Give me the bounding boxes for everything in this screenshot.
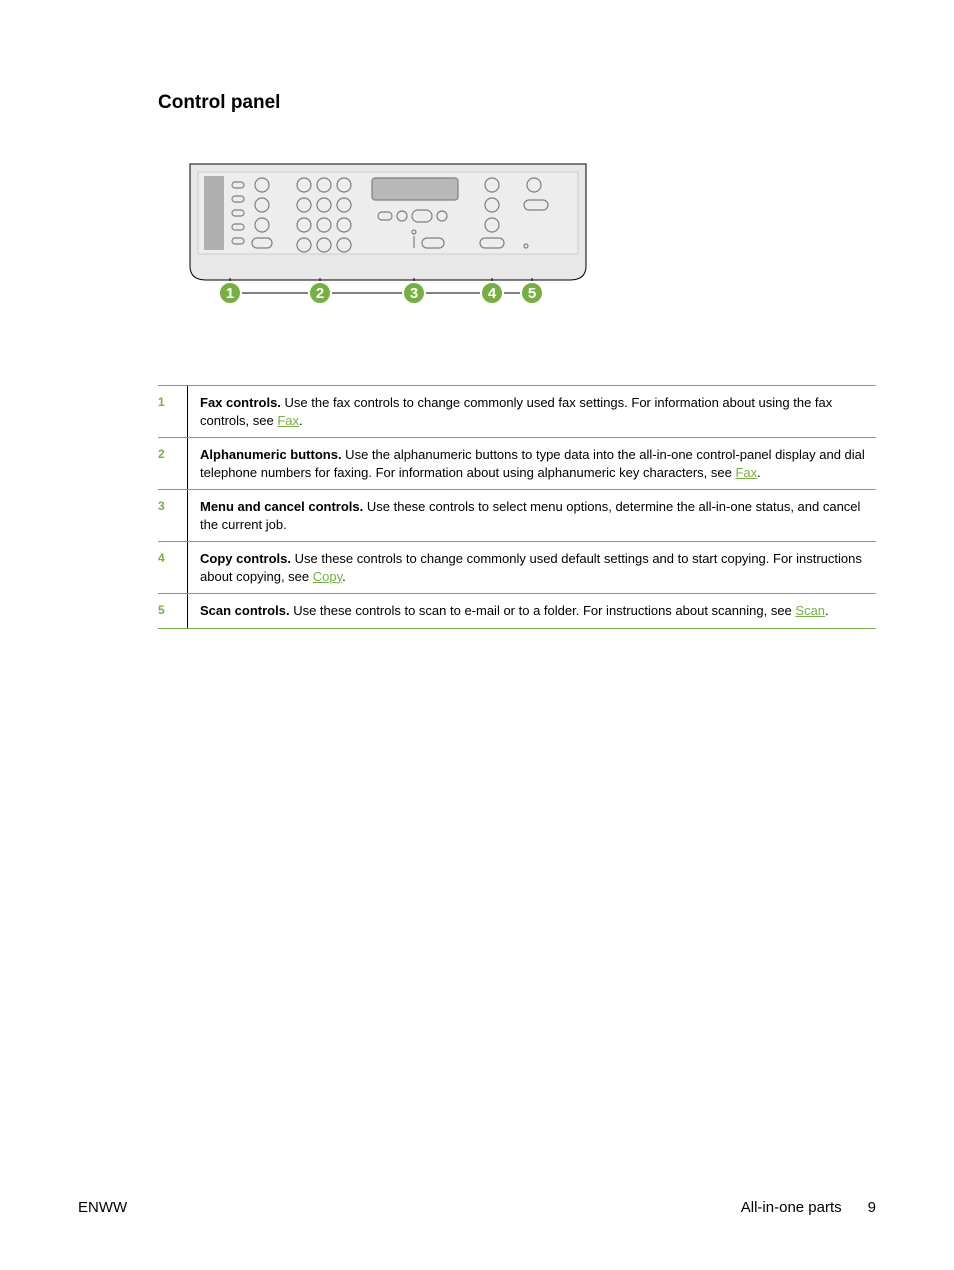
callout-3: 3 xyxy=(410,285,418,302)
table-row: 5Scan controls. Use these controls to sc… xyxy=(158,594,876,629)
cross-ref-link[interactable]: Fax xyxy=(735,465,757,480)
page-number: 9 xyxy=(868,1199,876,1216)
callout-4: 4 xyxy=(488,285,497,302)
row-number: 1 xyxy=(158,386,188,437)
row-description: Fax controls. Use the fax controls to ch… xyxy=(188,386,876,437)
row-number: 5 xyxy=(158,594,188,628)
cross-ref-link[interactable]: Copy xyxy=(313,569,342,584)
footer-section: All-in-one parts xyxy=(741,1199,842,1216)
callout-5: 5 xyxy=(528,285,536,302)
row-description: Alphanumeric buttons. Use the alphanumer… xyxy=(188,438,876,489)
footer-left: ENWW xyxy=(78,1199,127,1216)
table-row: 3Menu and cancel controls. Use these con… xyxy=(158,490,876,542)
page-footer: ENWW All-in-one parts 9 xyxy=(78,1199,876,1216)
page-heading: Control panel xyxy=(158,92,876,114)
table-row: 4Copy controls. Use these controls to ch… xyxy=(158,542,876,594)
callout-1: 1 xyxy=(226,285,234,302)
cross-ref-link[interactable]: Fax xyxy=(277,413,299,428)
row-number: 2 xyxy=(158,438,188,489)
row-description: Copy controls. Use these controls to cha… xyxy=(188,542,876,593)
controls-table: 1Fax controls. Use the fax controls to c… xyxy=(158,385,876,629)
row-number: 4 xyxy=(158,542,188,593)
table-row: 2Alphanumeric buttons. Use the alphanume… xyxy=(158,438,876,490)
table-row: 1Fax controls. Use the fax controls to c… xyxy=(158,385,876,438)
row-number: 3 xyxy=(158,490,188,541)
cross-ref-link[interactable]: Scan xyxy=(795,603,825,618)
callout-2: 2 xyxy=(316,285,324,302)
control-panel-diagram: 1 2 3 4 5 xyxy=(180,160,876,325)
row-description: Menu and cancel controls. Use these cont… xyxy=(188,490,876,541)
row-description: Scan controls. Use these controls to sca… xyxy=(188,594,876,628)
